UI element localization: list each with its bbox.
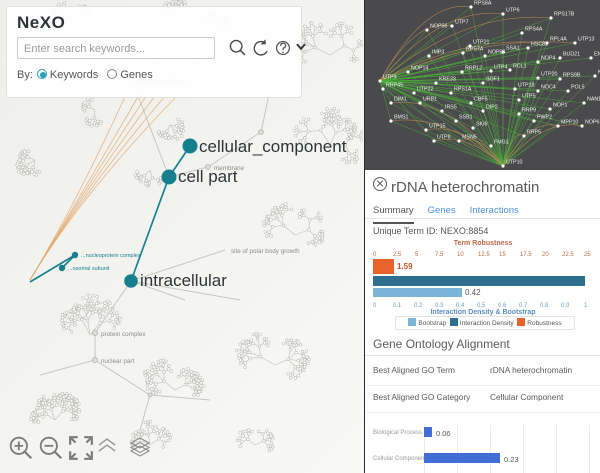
- svg-text:FMG1: FMG1: [494, 140, 509, 146]
- svg-text:nuclear part: nuclear part: [101, 358, 135, 365]
- svg-text:NAN1: NAN1: [587, 97, 600, 103]
- svg-text:UTP8: UTP8: [437, 135, 451, 141]
- svg-text:SSA1: SSA1: [506, 46, 520, 52]
- svg-text:UTP7: UTP7: [455, 20, 469, 26]
- svg-text:BUD21: BUD21: [563, 52, 580, 58]
- svg-text:CBF5: CBF5: [474, 97, 488, 103]
- svg-text:UTP18: UTP18: [518, 83, 535, 89]
- svg-text:MSN5: MSN5: [462, 135, 477, 141]
- svg-text:PWP2: PWP2: [537, 115, 552, 121]
- svg-text:UTP21: UTP21: [473, 40, 490, 46]
- svg-text:HSC82: HSC82: [531, 42, 548, 48]
- svg-text:RRP5: RRP5: [527, 130, 541, 136]
- svg-text:DIP2: DIP2: [486, 105, 498, 111]
- svg-text:NOP4: NOP4: [541, 56, 555, 62]
- svg-text:MPP10: MPP10: [561, 120, 578, 126]
- svg-text:POL5: POL5: [571, 85, 585, 91]
- svg-text:RPS9B: RPS9B: [563, 73, 581, 79]
- svg-text:UTP5: UTP5: [522, 94, 536, 100]
- svg-text:NOP56: NOP56: [430, 24, 447, 30]
- svg-text:NOP6: NOP6: [585, 120, 599, 126]
- svg-text:IRS5: IRS5: [445, 105, 457, 111]
- svg-text:SOF1: SOF1: [486, 77, 500, 83]
- svg-text:UTP20: UTP20: [541, 72, 558, 78]
- svg-text:UTP6: UTP6: [506, 8, 520, 14]
- svg-text:RRP45: RRP45: [386, 83, 403, 89]
- svg-text:UTP15: UTP15: [429, 124, 446, 130]
- svg-text:...osomal subunit: ...osomal subunit: [68, 266, 110, 272]
- svg-text:RPS4A: RPS4A: [525, 27, 543, 33]
- svg-text:RPS8A: RPS8A: [474, 1, 492, 7]
- svg-text:RPL4A: RPL4A: [550, 37, 567, 43]
- svg-text:NOP58: NOP58: [488, 50, 505, 56]
- svg-text:IMP3: IMP3: [432, 50, 444, 56]
- svg-text:UTP13: UTP13: [578, 37, 595, 43]
- svg-text:UTP9: UTP9: [383, 75, 397, 81]
- svg-text:RRP12: RRP12: [465, 66, 482, 72]
- svg-text:protein complex: protein complex: [101, 331, 146, 338]
- svg-text:DIM1: DIM1: [394, 97, 407, 103]
- svg-text:site of polar body growth: site of polar body growth: [231, 248, 300, 255]
- svg-text:NOC4: NOC4: [541, 85, 556, 91]
- svg-text:...nucleoprotein complex: ...nucleoprotein complex: [81, 253, 141, 259]
- svg-text:RCL1: RCL1: [513, 64, 527, 70]
- svg-text:NOP14: NOP14: [411, 66, 428, 72]
- svg-text:RPS7A: RPS7A: [466, 47, 484, 53]
- svg-text:UTP22: UTP22: [417, 87, 434, 93]
- svg-text:UTP4: UTP4: [494, 65, 508, 71]
- svg-text:URB1: URB1: [423, 97, 437, 103]
- svg-text:UTP10: UTP10: [506, 160, 523, 166]
- svg-text:RPS1A: RPS1A: [454, 87, 472, 93]
- svg-text:SKI6: SKI6: [476, 122, 488, 128]
- svg-text:BMS1: BMS1: [394, 115, 408, 121]
- svg-text:RRP9: RRP9: [522, 108, 536, 114]
- svg-text:KRE33: KRE33: [439, 77, 456, 83]
- svg-text:RPS17B: RPS17B: [554, 12, 575, 18]
- svg-text:NOP1: NOP1: [553, 103, 567, 109]
- svg-text:ENP1: ENP1: [594, 52, 600, 58]
- svg-text:SSB1: SSB1: [459, 115, 473, 121]
